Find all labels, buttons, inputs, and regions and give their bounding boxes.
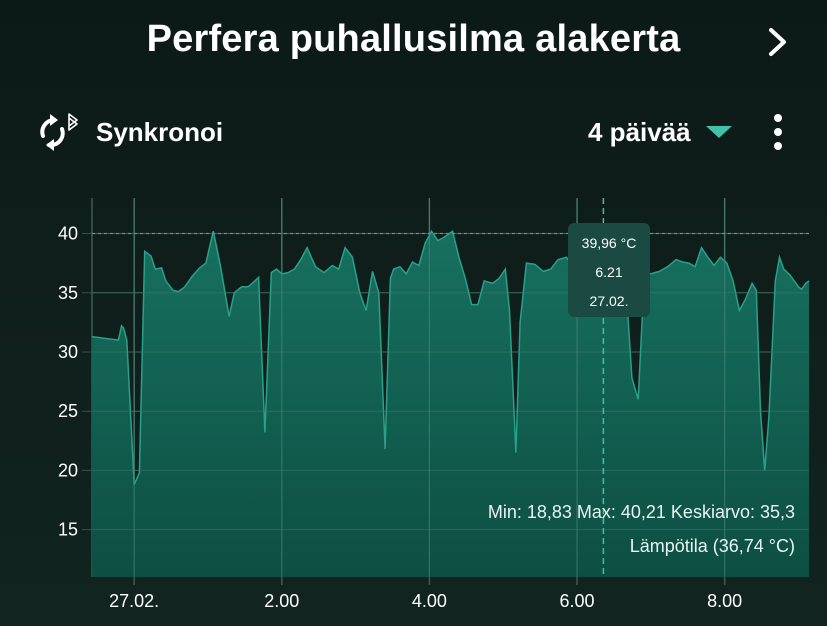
y-tick-label: 25 <box>58 401 78 421</box>
chart-canvas: 15 20 25 30 35 40 27.02. 2.00 4.00 6.00 8.00 <box>58 198 810 611</box>
sync-bluetooth-icon <box>36 112 84 152</box>
next-button[interactable] <box>760 22 796 62</box>
x-tick-label: 6.00 <box>560 591 595 611</box>
temperature-chart[interactable]: 15 20 25 30 35 40 27.02. 2.00 4.00 6.00 8.00 39,9… <box>0 190 827 626</box>
toolbar: Synkronoi 4 päivää <box>0 100 827 164</box>
tooltip-time: 6.21 <box>595 264 623 280</box>
y-axis-ticks: 15 20 25 30 35 40 <box>58 224 78 540</box>
series-line <box>91 229 810 485</box>
x-tick-label: 4.00 <box>412 591 447 611</box>
chart-stats: Min: 18,83 Max: 40,21 Keskiarvo: 35,3 <box>487 502 795 522</box>
sync-button[interactable]: Synkronoi <box>36 110 256 154</box>
page-title: Perfera puhallusilma alakerta <box>146 18 681 60</box>
series-area <box>91 198 810 577</box>
more-options-button[interactable] <box>764 108 792 156</box>
caret-down-icon <box>705 126 732 138</box>
tooltip-temperature: 39,96 °C <box>581 235 637 251</box>
more-vertical-icon <box>774 114 782 150</box>
range-label: 4 päivää <box>588 116 691 147</box>
chevron-right-icon <box>769 28 786 56</box>
chart-legend: Lämpötila (36,74 °C) <box>629 536 795 556</box>
sync-label: Synkronoi <box>96 116 224 147</box>
x-tick-label: 2.00 <box>264 591 299 611</box>
y-tick-label: 35 <box>58 283 78 303</box>
x-tick-label: 27.02. <box>109 591 159 611</box>
tooltip-date: 27.02. <box>589 293 629 309</box>
y-tick-label: 20 <box>58 460 78 480</box>
x-tick-label: 8.00 <box>707 591 742 611</box>
y-tick-label: 15 <box>58 520 78 540</box>
series-area-fill <box>92 231 809 577</box>
chart-tooltip: 39,96 °C 6.21 27.02. <box>568 223 650 317</box>
x-axis-ticks: 27.02. 2.00 4.00 6.00 8.00 <box>109 591 742 611</box>
y-tick-label: 40 <box>58 224 78 244</box>
range-select[interactable]: 4 päivää <box>588 114 733 150</box>
y-tick-label: 30 <box>58 342 78 362</box>
header: Perfera puhallusilma alakerta <box>0 0 827 88</box>
